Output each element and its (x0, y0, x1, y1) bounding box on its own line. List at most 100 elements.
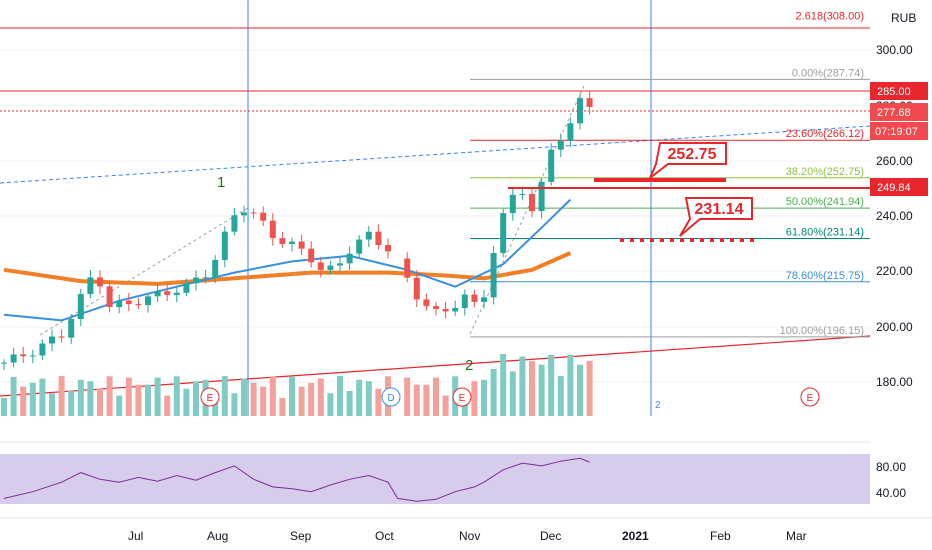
candle-body (250, 212, 257, 214)
volume-bar (289, 376, 295, 416)
candle-body (77, 294, 84, 319)
volume-bar (106, 376, 113, 416)
candle-body (135, 304, 142, 306)
volume-bar (68, 390, 75, 416)
fib-label: 23.60%(266.12) (786, 128, 864, 140)
volume-bar (365, 381, 372, 416)
volume-bar (221, 376, 228, 416)
volume-bar (404, 377, 411, 416)
candle-body (125, 300, 132, 305)
volume-bar (557, 375, 564, 416)
price-badge-249: 249.84 (870, 178, 928, 196)
candle-body (500, 213, 507, 254)
candle-body (548, 149, 555, 182)
candle-body (337, 263, 343, 266)
y-tick: 260.00 (876, 154, 913, 168)
volume-bar (164, 395, 171, 416)
candle-body (20, 354, 27, 357)
fib-label: 0.00%(287.74) (792, 67, 864, 79)
candle-body (577, 98, 583, 124)
volume-bar (77, 379, 84, 416)
candle-body (404, 258, 411, 278)
fib-label: 2.618(308.00) (796, 10, 865, 22)
x-tick: Oct (375, 529, 394, 543)
candle-body (212, 259, 219, 278)
badge-label: 285.00 (877, 86, 911, 98)
candle-body (241, 212, 247, 216)
badge-bg (870, 82, 928, 100)
fib-label: 100.00%(196.15) (780, 325, 864, 337)
badge-bg (870, 122, 928, 140)
candle-body (279, 238, 286, 245)
event-circle (200, 387, 220, 407)
volume-bar (135, 384, 142, 416)
volume-bar (567, 354, 574, 416)
event-marker-e[interactable]: E (452, 387, 472, 407)
volume-bar (241, 378, 247, 416)
x-axis: Jul Aug Sep Oct Nov Dec 2021 Feb Mar (128, 529, 807, 543)
candle-body (308, 248, 315, 263)
volume-bar (471, 381, 478, 416)
candle-body (385, 245, 391, 252)
volume-bar (125, 377, 132, 416)
y-tick: 300.00 (876, 43, 913, 57)
candle-body (289, 241, 295, 245)
moving-average-long (3, 251, 572, 286)
candle-body (164, 291, 171, 295)
callout-231: 231.14 (620, 197, 756, 242)
wave-label: 2 (465, 357, 473, 374)
volume-bar (577, 364, 583, 416)
x-tick: Nov (459, 529, 480, 543)
y-tick: 180.00 (876, 375, 913, 389)
volume-bar (538, 364, 545, 416)
volume-bar (145, 384, 151, 416)
candle-body (346, 253, 353, 264)
candle-body (567, 123, 574, 142)
candle-body (538, 181, 545, 212)
vertical-marker-label: 2 (655, 400, 661, 411)
volume-bar (173, 376, 180, 416)
volume-bar (269, 376, 276, 416)
fib-label: 38.20%(252.75) (786, 166, 864, 178)
volume-bar (58, 376, 65, 416)
volume-bar (154, 377, 161, 416)
candle-body (231, 215, 238, 232)
volume-bar (1, 398, 7, 416)
currency-label: RUB (891, 11, 916, 25)
volume-bar (260, 386, 267, 416)
candle-body (356, 239, 363, 254)
candle-body (221, 231, 228, 260)
candle-body (327, 265, 334, 270)
rsi-tick: 80.00 (876, 460, 906, 474)
event-marker-e[interactable]: E (200, 387, 220, 407)
candle-body (97, 277, 103, 287)
volume-bar (279, 397, 286, 416)
fib-label: 61.80%(231.14) (786, 227, 864, 239)
event-circle (381, 387, 401, 407)
event-label: E (459, 393, 466, 404)
volume-bar (49, 393, 55, 416)
event-label: D (387, 393, 394, 404)
rsi-tick: 40.00 (876, 486, 906, 500)
candle-body (193, 277, 199, 284)
candle-body (68, 318, 75, 338)
event-marker-e[interactable]: E (800, 387, 820, 407)
badge-bg (870, 103, 928, 121)
candle-body (529, 194, 535, 212)
volume-bar (490, 368, 497, 416)
volume-bar (183, 388, 190, 416)
rsi-line (3, 457, 590, 502)
volume-bar (193, 381, 199, 416)
badge-label: 07:19:07 (875, 126, 918, 138)
volume-bar (250, 382, 257, 416)
trendline-wave (39, 207, 249, 336)
event-marker-d[interactable]: D (381, 387, 401, 407)
volume-bar (519, 356, 526, 416)
volume-bar (529, 360, 535, 416)
candle-body (586, 98, 593, 107)
badge-label: 277.68 (877, 107, 911, 119)
candle-body (202, 277, 209, 279)
candles (1, 91, 593, 371)
volume-bar (548, 354, 555, 416)
